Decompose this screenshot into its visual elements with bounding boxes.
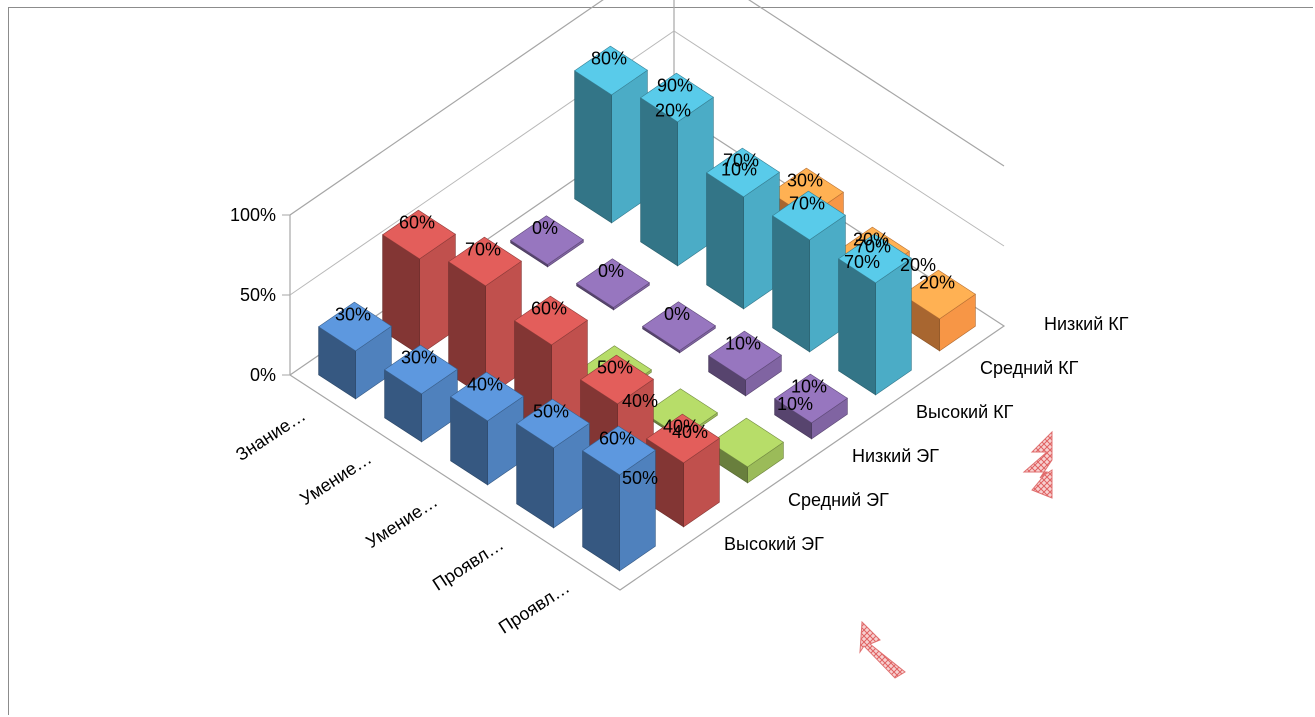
- data-label: 40%: [663, 417, 699, 437]
- bar: [640, 72, 714, 267]
- bar: [646, 413, 720, 528]
- data-label: 50%: [533, 402, 569, 422]
- data-label: 0%: [532, 218, 558, 238]
- decorative-number-mark: [859, 620, 906, 679]
- category-label: Умение…: [296, 448, 375, 509]
- bar: [516, 398, 590, 529]
- data-label: 30%: [335, 305, 371, 325]
- bar: [902, 269, 976, 352]
- data-label: 20%: [853, 230, 889, 250]
- series-label: Низкий КГ: [1044, 314, 1129, 334]
- bar: [510, 215, 584, 268]
- data-label: 40%: [622, 391, 658, 411]
- bar: [448, 236, 522, 399]
- series-label: Высокий КГ: [916, 402, 1014, 422]
- data-label: 20%: [919, 273, 955, 293]
- series-label: Средний КГ: [980, 358, 1079, 378]
- bars-layer: [318, 45, 976, 572]
- wall-gridline: [289, 30, 1005, 296]
- series-label: Высокий ЭГ: [724, 534, 824, 554]
- z-tick-label: 50%: [240, 285, 276, 305]
- category-label: Знание…: [232, 405, 309, 465]
- data-label: 10%: [725, 334, 761, 354]
- data-label: 20%: [655, 101, 691, 121]
- data-label: 10%: [791, 377, 827, 397]
- bar: [384, 344, 458, 443]
- data-label: 60%: [599, 429, 635, 449]
- series-label: Низкий ЭГ: [852, 446, 939, 466]
- category-label: Проявл…: [495, 577, 573, 638]
- data-label: 60%: [399, 213, 435, 233]
- bar: [318, 301, 392, 400]
- category-label: Умение…: [362, 491, 441, 552]
- bar: [642, 301, 716, 354]
- chart-frame: [8, 7, 1313, 715]
- data-label: 10%: [721, 160, 757, 180]
- data-label: 60%: [531, 299, 567, 319]
- z-tick-label: 0%: [250, 365, 276, 385]
- bar: [450, 371, 524, 486]
- bar: [838, 233, 912, 396]
- right-wall: [748, 0, 1005, 167]
- data-label: 30%: [787, 171, 823, 191]
- decorative-arrow-mark: [1022, 430, 1053, 499]
- data-label: 10%: [777, 394, 813, 414]
- series-label: Средний ЭГ: [788, 490, 889, 510]
- data-label: 70%: [723, 151, 759, 171]
- data-label: 70%: [844, 252, 880, 272]
- data-label: 0%: [664, 304, 690, 324]
- data-label: 0%: [598, 261, 624, 281]
- bar: [582, 425, 656, 572]
- data-label: 50%: [622, 468, 658, 488]
- data-label: 70%: [465, 240, 501, 260]
- data-label: 40%: [672, 422, 708, 442]
- decoration-layer: [859, 430, 1053, 679]
- bar: [706, 147, 780, 310]
- data-label: 70%: [855, 237, 891, 257]
- bar: [772, 190, 846, 353]
- z-tick-label: 100%: [230, 205, 276, 225]
- bar: [708, 330, 782, 397]
- bar: [574, 45, 648, 224]
- data-label: 80%: [591, 49, 627, 69]
- data-label: 30%: [401, 348, 437, 368]
- bar: [710, 417, 784, 484]
- category-label: Проявл…: [429, 534, 507, 595]
- data-label: 90%: [657, 76, 693, 96]
- data-label: 50%: [597, 358, 633, 378]
- bar: [576, 258, 650, 311]
- data-label: 70%: [789, 194, 825, 214]
- bar: [382, 209, 456, 356]
- data-label: 40%: [467, 375, 503, 395]
- bar: [774, 373, 848, 440]
- data-label: 20%: [900, 255, 936, 275]
